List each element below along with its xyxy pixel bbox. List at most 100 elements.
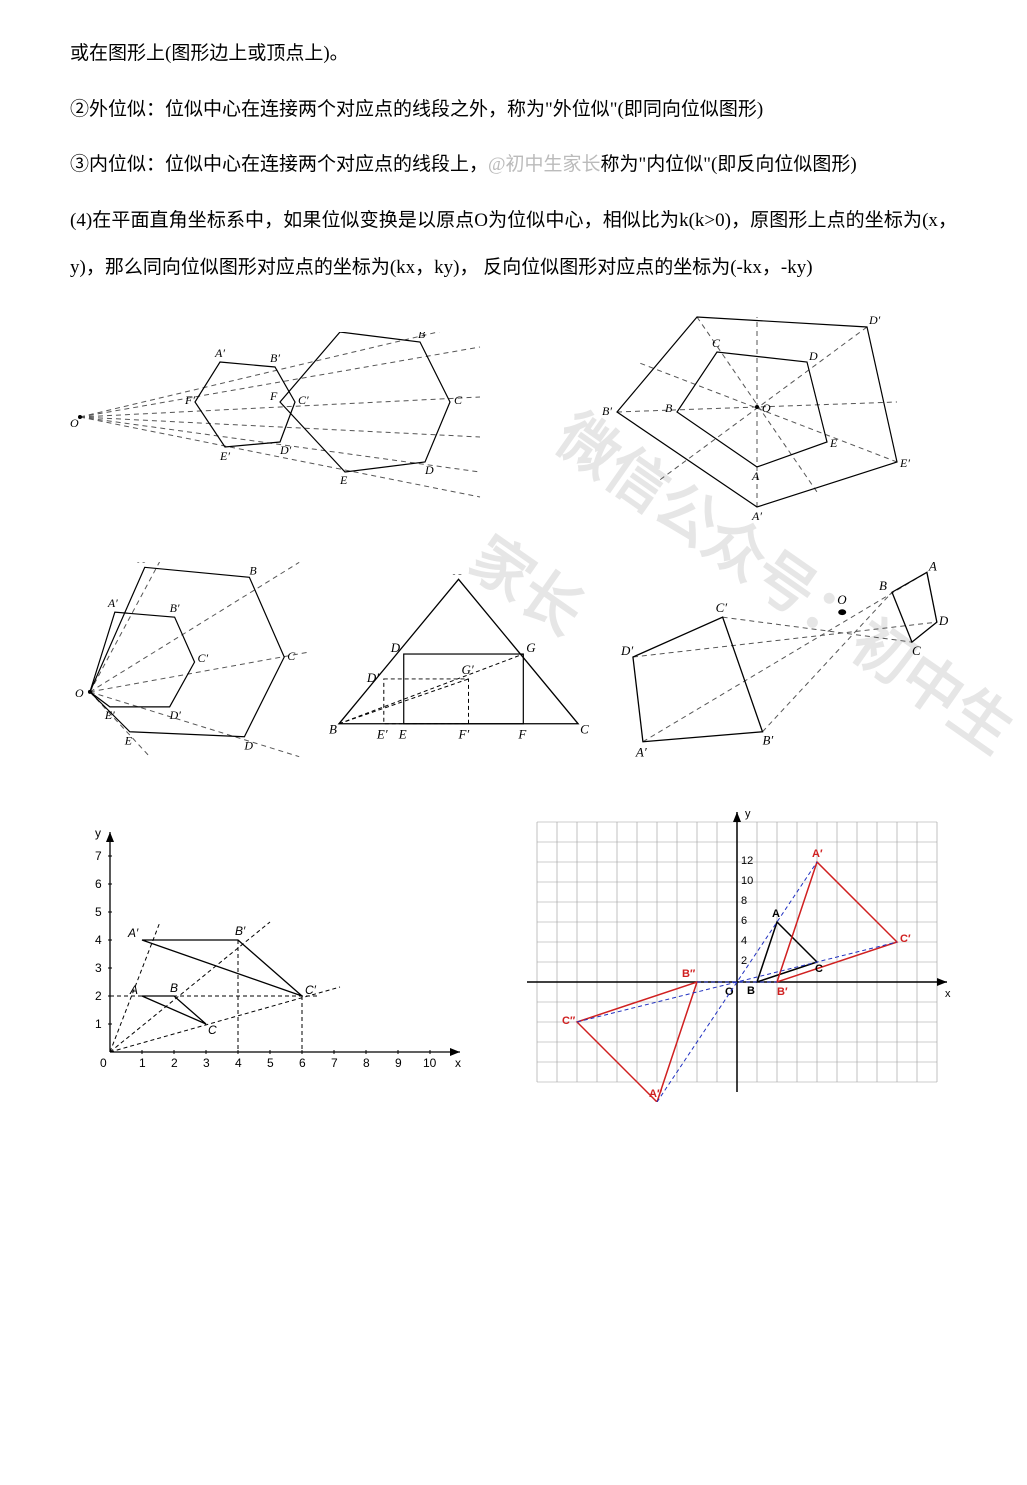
svg-text:A: A bbox=[137, 562, 146, 565]
svg-text:A: A bbox=[928, 562, 937, 573]
svg-text:9: 9 bbox=[395, 1056, 402, 1070]
svg-text:O: O bbox=[837, 592, 847, 607]
svg-text:6: 6 bbox=[299, 1056, 306, 1070]
svg-text:0: 0 bbox=[100, 1056, 107, 1070]
svg-text:B: B bbox=[418, 332, 426, 341]
svg-text:O: O bbox=[75, 685, 84, 699]
svg-text:10: 10 bbox=[423, 1056, 437, 1070]
p3-ref: @初中生家长 bbox=[488, 154, 601, 175]
svg-text:A′: A′ bbox=[812, 848, 823, 860]
svg-text:5: 5 bbox=[95, 905, 102, 919]
svg-text:C′: C′ bbox=[198, 651, 209, 665]
figure-5-quad-reverse: O A B C D A′ B′ C′ D′ bbox=[618, 562, 957, 762]
svg-text:B: B bbox=[879, 578, 887, 593]
svg-text:C: C bbox=[454, 393, 463, 407]
svg-text:D′: D′ bbox=[279, 443, 292, 457]
svg-text:E′: E′ bbox=[104, 707, 115, 721]
svg-text:B: B bbox=[665, 401, 673, 415]
svg-text:C′: C′ bbox=[687, 312, 698, 315]
svg-text:E′: E′ bbox=[219, 449, 230, 463]
svg-text:y: y bbox=[95, 826, 101, 840]
svg-text:2: 2 bbox=[741, 955, 747, 967]
svg-text:4: 4 bbox=[235, 1056, 242, 1070]
svg-text:E′: E′ bbox=[899, 456, 910, 470]
svg-text:E: E bbox=[124, 733, 133, 747]
figure-1-hexagon-external: O A′B′C′ D′E′F′ ABC DEF bbox=[70, 332, 490, 502]
svg-text:3: 3 bbox=[203, 1056, 210, 1070]
svg-text:E: E bbox=[398, 727, 407, 742]
svg-text:8: 8 bbox=[741, 895, 747, 907]
svg-text:y: y bbox=[745, 808, 751, 820]
svg-text:F′: F′ bbox=[184, 393, 195, 407]
paragraph-3: ③内位似：位似中心在连接两个对应点的线段上，@初中生家长称为"内位似"(即反向位… bbox=[70, 141, 957, 189]
svg-text:D′: D′ bbox=[620, 643, 633, 658]
svg-text:B: B bbox=[747, 985, 755, 997]
svg-text:x: x bbox=[455, 1056, 461, 1070]
svg-text:A: A bbox=[129, 983, 138, 997]
svg-text:A′: A′ bbox=[127, 926, 139, 940]
svg-text:A: A bbox=[334, 332, 343, 333]
paragraph-4: (4)在平面直角坐标系中，如果位似变换是以原点O为位似中心，相似比为k(k>0)… bbox=[70, 197, 957, 292]
svg-text:F: F bbox=[269, 389, 278, 403]
svg-text:E: E bbox=[829, 436, 838, 450]
figure-row-2: O A′B′C′ D′E′ ABC DE A BC DG EF D′G′ E′F… bbox=[70, 562, 957, 762]
svg-text:2: 2 bbox=[95, 989, 102, 1003]
svg-text:G′: G′ bbox=[462, 662, 474, 677]
svg-text:A′: A′ bbox=[751, 509, 762, 522]
svg-text:B′: B′ bbox=[763, 732, 774, 747]
svg-text:C: C bbox=[208, 1023, 217, 1037]
svg-text:B′: B′ bbox=[270, 351, 280, 365]
svg-text:7: 7 bbox=[331, 1056, 338, 1070]
svg-text:A: A bbox=[772, 908, 780, 920]
paragraph-1: 或在图形上(图形边上或顶点上)。 bbox=[70, 30, 957, 78]
svg-text:A: A bbox=[453, 574, 462, 577]
svg-text:12: 12 bbox=[741, 855, 753, 867]
svg-text:B′: B′ bbox=[777, 986, 788, 998]
figure-3-hexagon-vertex: O A′ B′ C′ D′ E′ A B C D E bbox=[70, 562, 309, 762]
svg-text:A′: A′ bbox=[635, 744, 647, 759]
svg-text:B′: B′ bbox=[235, 924, 246, 938]
svg-text:O: O bbox=[70, 416, 79, 430]
svg-text:A′: A′ bbox=[107, 596, 118, 610]
svg-text:G: G bbox=[526, 640, 536, 655]
svg-text:D: D bbox=[938, 613, 949, 628]
svg-text:D: D bbox=[808, 349, 818, 363]
svg-text:D′: D′ bbox=[366, 670, 379, 685]
figure-2-hexagon-internal: O ABC DE A′B′C′ D′E′ bbox=[557, 312, 957, 522]
svg-text:D: D bbox=[243, 738, 253, 752]
svg-text:D: D bbox=[424, 463, 434, 477]
svg-text:6: 6 bbox=[741, 915, 747, 927]
svg-text:E: E bbox=[339, 473, 348, 487]
svg-text:C′: C′ bbox=[298, 393, 309, 407]
svg-text:C′: C′ bbox=[900, 933, 911, 945]
paragraph-2: ②外位似：位似中心在连接两个对应点的线段之外，称为"外位似"(即同向位似图形) bbox=[70, 86, 957, 134]
svg-text:B: B bbox=[170, 981, 178, 995]
svg-text:C: C bbox=[912, 643, 921, 658]
svg-text:C′: C′ bbox=[716, 600, 728, 615]
svg-text:10: 10 bbox=[741, 875, 753, 887]
svg-text:O: O bbox=[762, 401, 771, 415]
svg-text:B″: B″ bbox=[682, 968, 696, 980]
figures-container: O A′B′C′ D′E′F′ ABC DEF O ABC DE A′B′C′ … bbox=[70, 312, 957, 1102]
svg-text:4: 4 bbox=[95, 933, 102, 947]
p3-text-a: ③内位似：位似中心在连接两个对应点的线段上， bbox=[70, 154, 488, 175]
figure-6-coordinate-plane: 0 123 456 78910 123 4567 xy ABC A′B′C′ bbox=[70, 822, 470, 1082]
svg-text:F: F bbox=[517, 727, 527, 742]
svg-text:C: C bbox=[580, 722, 589, 737]
svg-text:8: 8 bbox=[363, 1056, 370, 1070]
svg-text:x: x bbox=[945, 988, 951, 1000]
svg-text:D′: D′ bbox=[169, 707, 182, 721]
svg-text:5: 5 bbox=[267, 1056, 274, 1070]
svg-text:7: 7 bbox=[95, 849, 102, 863]
figure-7-grid-dilation: xy 12108 642 O ACB A′C′B′ A″C″B″ bbox=[517, 802, 957, 1102]
svg-text:1: 1 bbox=[139, 1056, 146, 1070]
svg-text:C″: C″ bbox=[562, 1015, 576, 1027]
figure-row-3: 0 123 456 78910 123 4567 xy ABC A′B′C′ bbox=[70, 802, 957, 1102]
svg-text:A″: A″ bbox=[649, 1088, 663, 1100]
svg-text:D: D bbox=[390, 640, 401, 655]
svg-text:B′: B′ bbox=[170, 601, 180, 615]
svg-text:C: C bbox=[287, 649, 296, 663]
svg-text:B: B bbox=[249, 563, 257, 577]
svg-text:B: B bbox=[329, 722, 337, 737]
svg-text:E′: E′ bbox=[376, 727, 388, 742]
